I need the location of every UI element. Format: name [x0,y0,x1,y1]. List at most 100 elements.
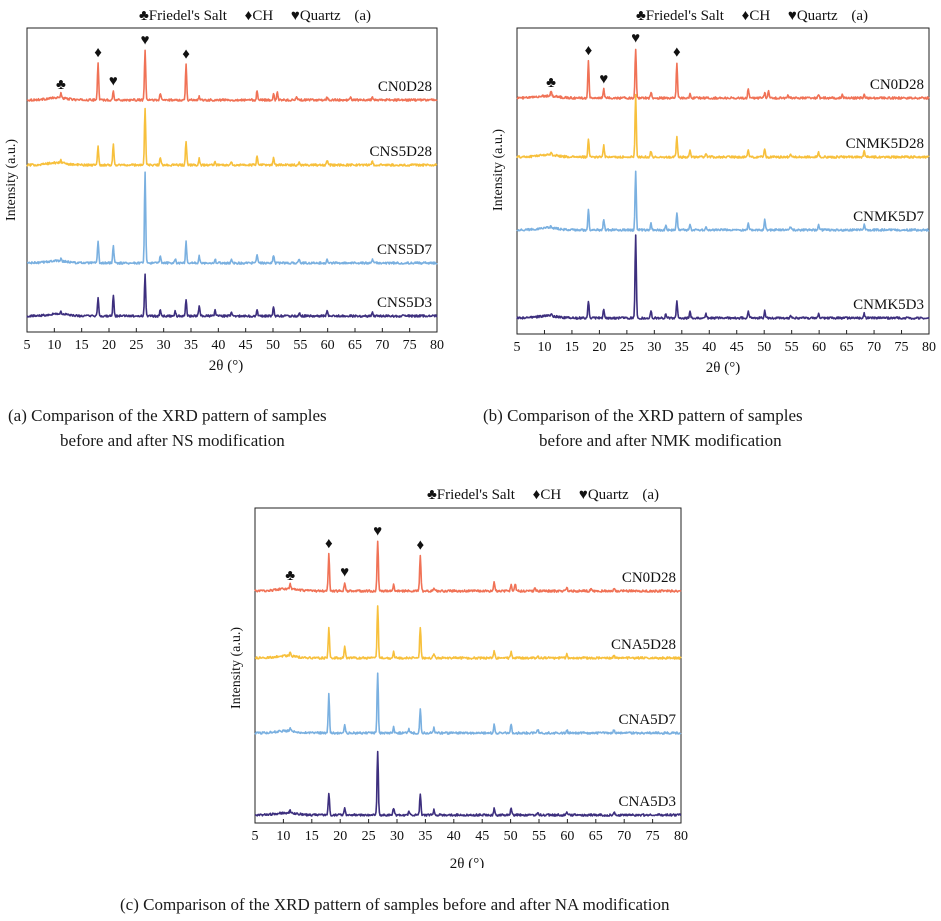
peak-marker: ♣ [56,77,66,93]
x-tick-label: 15 [75,338,89,353]
x-tick-label: 55 [532,829,546,844]
caption-b-line2: before and after NMK modification [539,430,782,450]
x-tick-label: 30 [390,829,404,844]
series-label-cn0d28: CN0D28 [870,77,924,93]
x-tick-label: 80 [674,829,688,844]
x-tick-label: 75 [646,829,660,844]
caption-c-line1: (c) Comparison of the XRD pattern of sam… [120,895,670,914]
series-trace-cnmk5d3 [516,234,930,320]
x-tick-label: 25 [362,829,376,844]
legend-ch: ♦CH [742,8,771,24]
series-trace-cna5d7 [254,672,682,735]
x-tick-label: 10 [537,340,551,355]
series-trace-cn0d28 [516,48,930,100]
peak-marker: ♣ [546,75,556,91]
x-tick-label: 65 [348,338,362,353]
x-tick-label: 25 [620,340,634,355]
svg-text:♣Friedel's Salt ♦CH: ♣Friedel's Salt ♦CH ♥Quartz (a) [427,487,659,503]
xrd-chart-na: CN0D28 CNA5D28 CNA5D7 CNA5D3 ♣ ♦ ♥ ♥ ♦ 5 10 15 20 2… [229,487,688,868]
series-trace-cna5d3 [254,750,682,817]
series-label-cna5d28: CNA5D28 [611,637,676,653]
peak-marker: ♦ [673,45,681,61]
x-tick-label: 20 [592,340,606,355]
x-tick-label: 55 [293,338,307,353]
legend-friedels-salt: ♣Friedel's Salt [139,8,228,24]
legend-ch: ♦CH [533,487,562,503]
caption-a-line1: (a) Comparison of the XRD pattern of sam… [8,406,327,425]
x-tick-label: 50 [504,829,518,844]
legend-ch: ♦CH [245,8,274,24]
series-label-cns5d28: CNS5D28 [369,144,432,160]
peak-marker: ♦ [182,47,190,63]
series-trace-cnmk5d28 [516,93,930,159]
caption-c: (c) Comparison of the XRD pattern of sam… [120,893,670,918]
svg-text:♣Friedel's Salt ♦CH: ♣Friedel's Salt ♦CH ♥Quartz (a) [139,8,371,24]
x-tick-label: 5 [514,340,521,355]
panel-tag: (a) [354,8,371,24]
x-tick-label: 80 [922,340,936,355]
peak-marker: ♦ [94,45,102,61]
x-tick-label: 55 [785,340,799,355]
x-tick-label: 30 [157,338,171,353]
series-trace-cns5d7 [26,171,438,265]
x-tick-label: 40 [447,829,461,844]
series-trace-cns5d3 [26,273,438,318]
legend-quartz: ♥Quartz [579,487,629,503]
peak-marker: ♣ [285,568,295,584]
legend-quartz: ♥Quartz [788,8,838,24]
series-trace-cnmk5d7 [516,170,930,232]
peak-marker: ♥ [599,71,608,87]
x-tick-label: 70 [375,338,389,353]
x-tick-label: 5 [24,338,31,353]
x-tick-label: 20 [102,338,116,353]
x-tick-label: 10 [47,338,61,353]
caption-b-line1: (b) Comparison of the XRD pattern of sam… [483,406,803,425]
plot-area-frame [254,507,682,824]
x-tick-label: 10 [276,829,290,844]
plot-area-frame [26,27,438,333]
series-label-cnmk5d3: CNMK5D3 [853,297,924,313]
x-tick-label: 20 [333,829,347,844]
plot-area-frame [516,27,930,335]
peak-marker: ♦ [416,538,424,554]
series-trace-cna5d28 [254,605,682,660]
series-label-cn0d28: CN0D28 [622,570,676,586]
x-tick-label: 70 [867,340,881,355]
svg-text:♣Friedel's Salt ♦CH: ♣Friedel's Salt ♦CH ♥Quartz (a) [636,8,868,24]
x-tick-label: 40 [702,340,716,355]
x-tick-label: 30 [647,340,661,355]
x-axis-label: 2θ (°) [209,358,243,374]
peak-marker: ♥ [373,523,382,539]
panel-tag: (a) [851,8,868,24]
series-trace-cn0d28 [254,540,682,593]
x-tick-label: 65 [840,340,854,355]
series-label-cna5d3: CNA5D3 [618,794,676,810]
series-label-cnmk5d28: CNMK5D28 [846,136,924,152]
x-tick-label: 5 [252,829,259,844]
caption-a: (a) Comparison of the XRD pattern of sam… [8,404,327,453]
x-tick-label: 60 [812,340,826,355]
x-tick-label: 45 [239,338,253,353]
legend-friedels-salt: ♣Friedel's Salt [636,8,725,24]
x-axis-label: 2θ (°) [450,856,484,868]
x-tick-label: 15 [305,829,319,844]
y-axis-label: Intensity (a.u.) [229,627,244,709]
x-tick-label: 60 [321,338,335,353]
peak-marker: ♦ [325,536,333,552]
series-label-cns5d3: CNS5D3 [377,295,432,311]
x-tick-label: 25 [129,338,143,353]
series-label-cna5d7: CNA5D7 [618,712,676,728]
x-tick-label: 45 [730,340,744,355]
series-label-cns5d7: CNS5D7 [377,242,433,258]
series-label-cnmk5d7: CNMK5D7 [853,209,924,225]
x-tick-label: 50 [266,338,280,353]
series-label-cn0d28: CN0D28 [378,79,432,95]
series-trace-cn0d28 [26,49,438,102]
x-tick-label: 65 [589,829,603,844]
series-trace-cns5d28 [26,107,438,167]
x-tick-label: 40 [211,338,225,353]
y-axis-label: Intensity (a.u.) [4,139,19,221]
panel-tag: (a) [642,487,659,503]
x-tick-label: 70 [617,829,631,844]
